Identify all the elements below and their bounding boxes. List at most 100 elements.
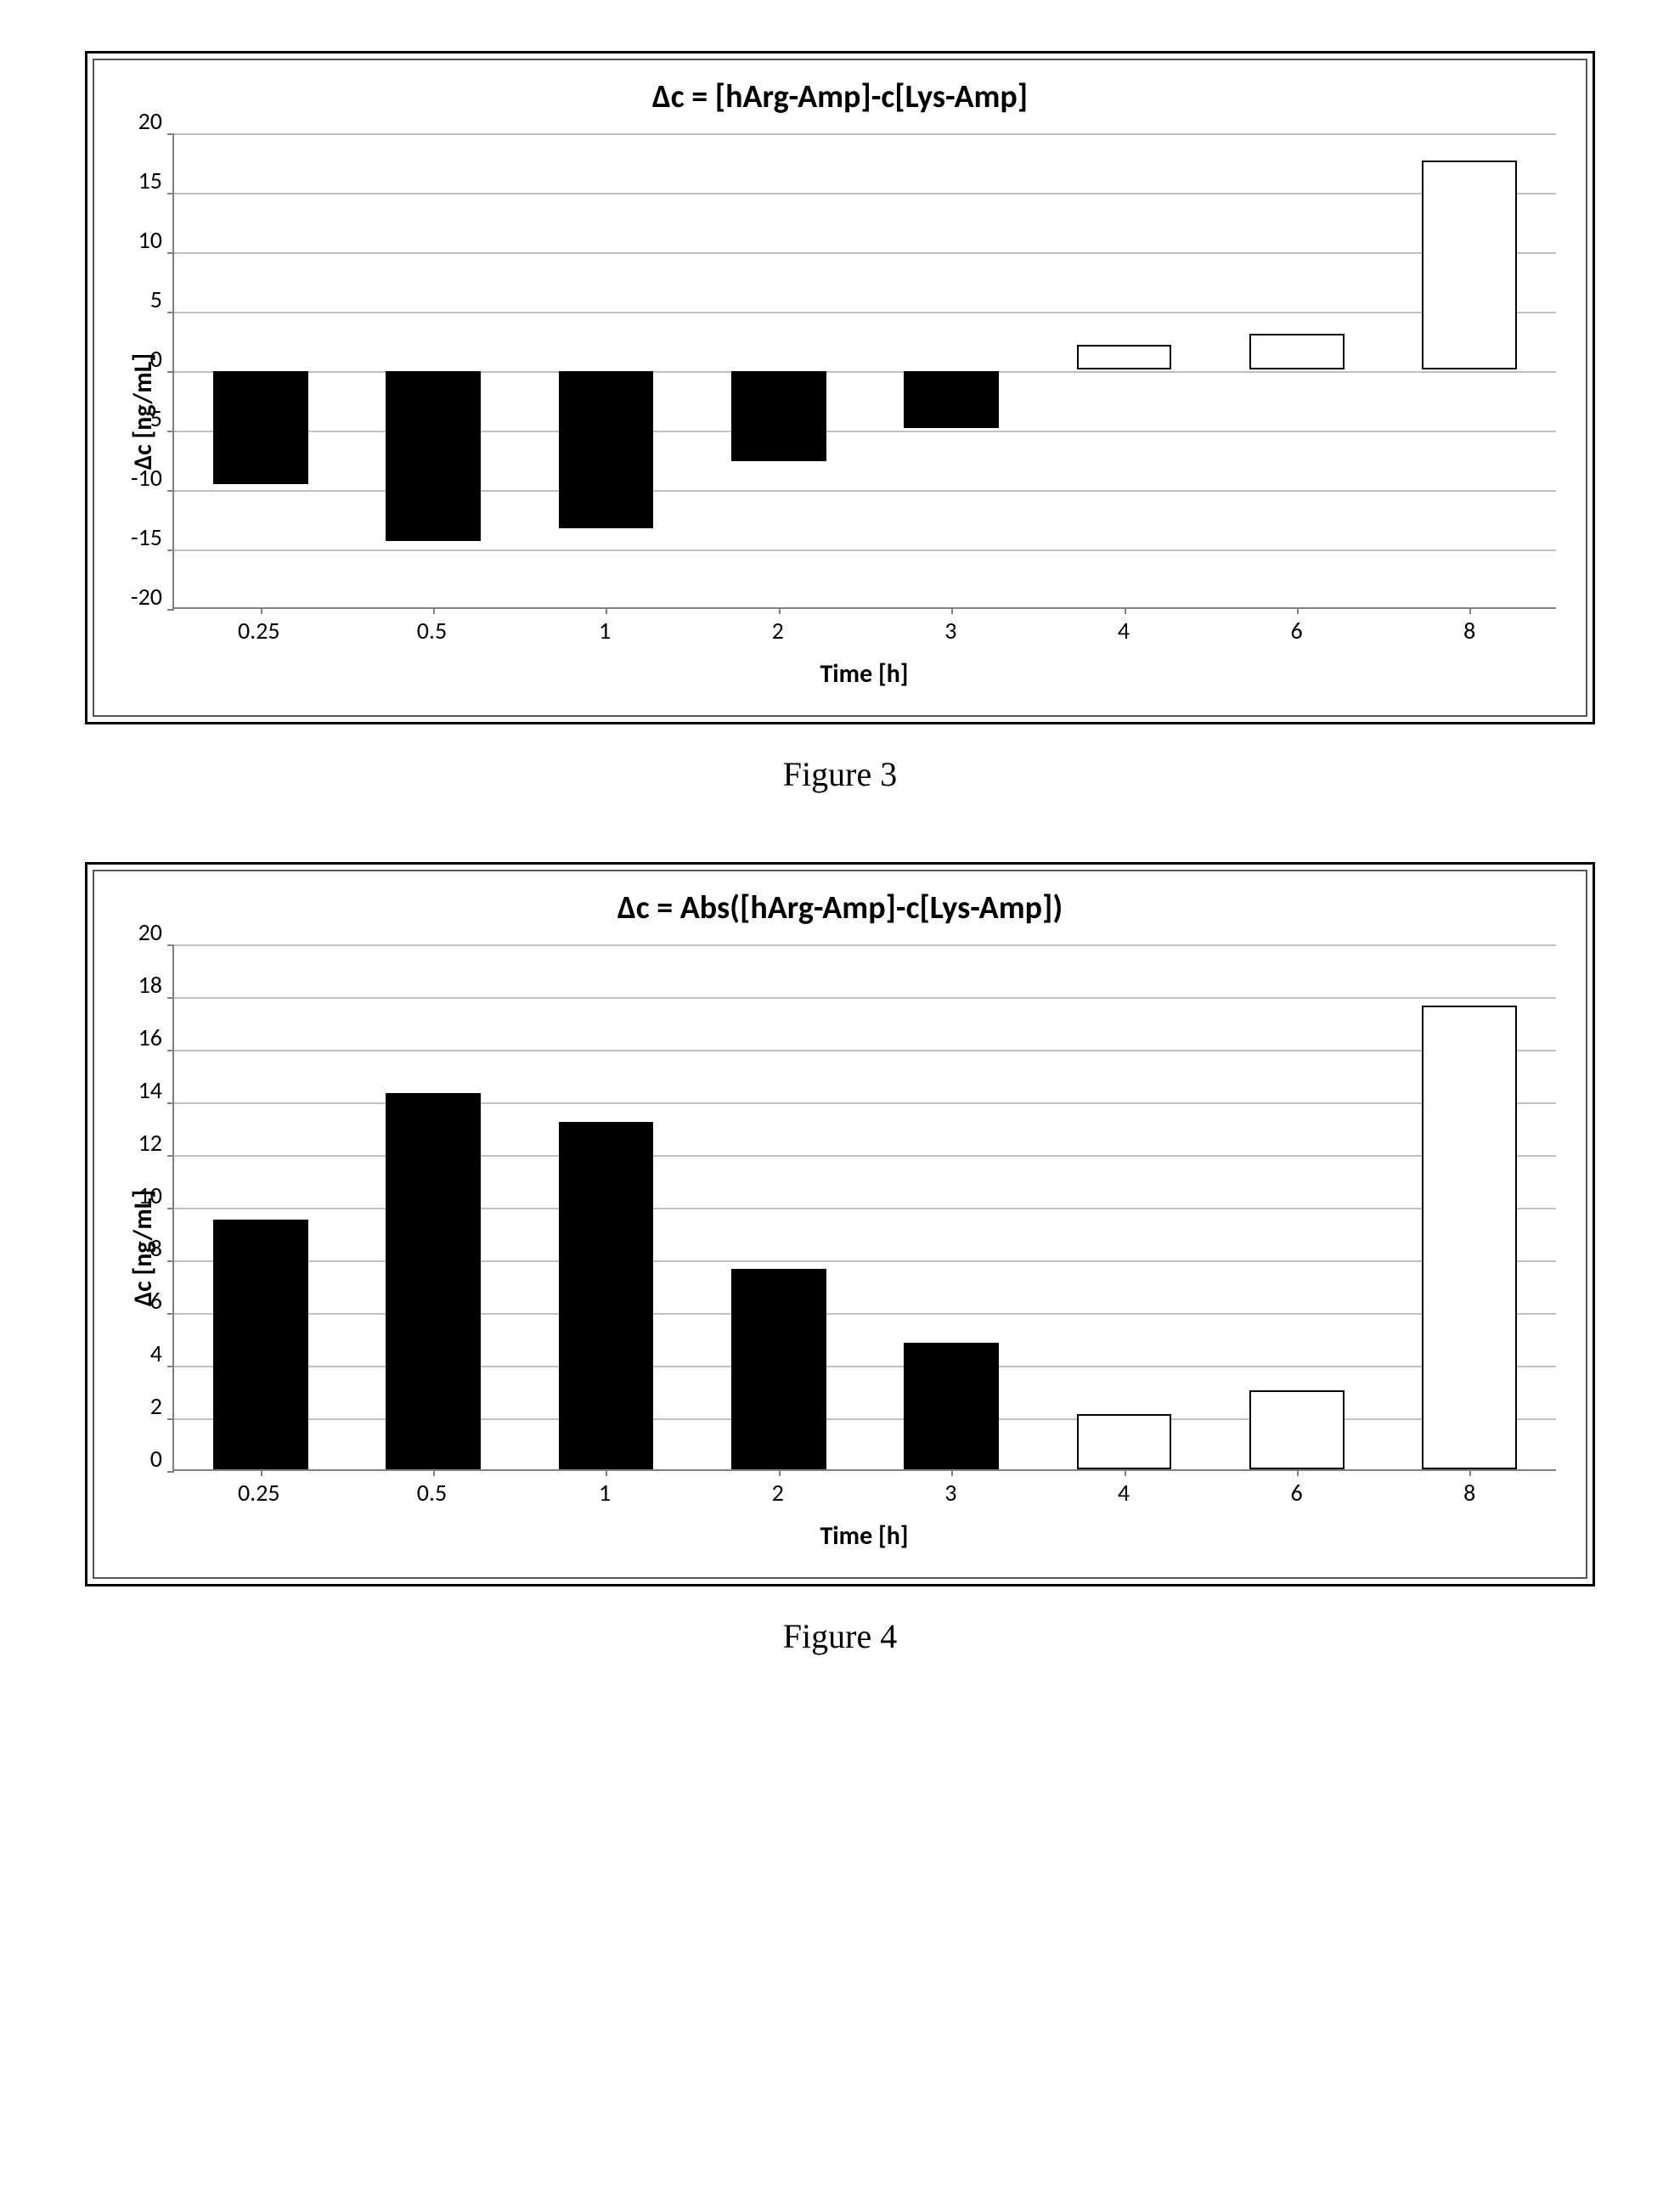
ytick-mark xyxy=(167,1418,174,1420)
bar xyxy=(904,1343,999,1469)
figure-3-block: Δc = [hArg-Amp]-c[Lys-Amp] Δc [ng/mL] 20… xyxy=(85,51,1595,794)
figure-4-plot-wrap: 0.25 0.5 1 2 3 4 6 8 Time [h] xyxy=(172,944,1556,1552)
xtick-label: 0.25 xyxy=(238,1478,280,1508)
ytick-mark xyxy=(167,312,174,313)
figure-3-outer-frame: Δc = [hArg-Amp]-c[Lys-Amp] Δc [ng/mL] 20… xyxy=(85,51,1595,724)
ytick-mark xyxy=(167,609,174,611)
ytick-mark xyxy=(167,1155,174,1157)
gridline xyxy=(174,490,1556,492)
xtick-mark xyxy=(1469,607,1471,614)
bar xyxy=(1422,1006,1517,1469)
xtick-mark xyxy=(951,1469,953,1476)
xtick-mark xyxy=(1125,1469,1126,1476)
gridline xyxy=(174,1418,1556,1420)
xtick-mark xyxy=(606,607,607,614)
bar xyxy=(559,1122,654,1469)
figure-3-plot-area xyxy=(172,133,1556,609)
ytick-mark xyxy=(167,944,174,946)
gridline xyxy=(174,1260,1556,1262)
figure-4-chart-body: Δc [ng/mL] 20181614121086420 0.250.51234… xyxy=(124,944,1556,1552)
xtick-mark xyxy=(433,607,435,614)
ytick-mark xyxy=(167,1471,174,1473)
xtick-label: 4 xyxy=(1118,1478,1130,1508)
figure-3-chart-body: Δc [ng/mL] 20151050-5-10-15-20 0.250.512… xyxy=(124,133,1556,690)
ytick-mark xyxy=(167,1102,174,1104)
figure-4-caption: Figure 4 xyxy=(85,1616,1595,1656)
figure-3-xaxis-title: Time [h] xyxy=(172,658,1556,690)
xtick-label: 1 xyxy=(599,616,611,645)
gridline xyxy=(174,1102,1556,1104)
gridline xyxy=(174,312,1556,313)
xtick-mark xyxy=(261,1469,262,1476)
xtick-mark xyxy=(779,1469,781,1476)
figure-3-title: Δc = [hArg-Amp]-c[Lys-Amp] xyxy=(124,77,1556,116)
xtick-mark xyxy=(433,1469,435,1476)
figure-4-title: Δc = Abs([hArg-Amp]-c[Lys-Amp]) xyxy=(124,888,1556,927)
xtick-mark xyxy=(779,607,781,614)
gridline xyxy=(174,371,1556,373)
bar xyxy=(731,371,826,461)
xtick-label: 3 xyxy=(944,1478,956,1508)
xtick-mark xyxy=(606,1469,607,1476)
figure-3-inner-frame: Δc = [hArg-Amp]-c[Lys-Amp] Δc [ng/mL] 20… xyxy=(93,59,1587,717)
ytick-mark xyxy=(167,252,174,254)
xtick-label: 6 xyxy=(1290,1478,1302,1508)
ytick-mark xyxy=(167,1366,174,1367)
bar xyxy=(213,1220,308,1470)
xtick-label: 1 xyxy=(599,1478,611,1508)
figure-3-xaxis-row: 0.250.5123468 xyxy=(172,616,1556,650)
xtick-label: 0.5 xyxy=(417,616,447,645)
bar xyxy=(1249,334,1345,369)
xtick-label: 4 xyxy=(1118,616,1130,645)
xtick-label: 8 xyxy=(1463,1478,1475,1508)
gridline xyxy=(174,193,1556,194)
figure-4-xaxis-title: Time [h] xyxy=(172,1520,1556,1552)
gridline xyxy=(174,944,1556,946)
bar xyxy=(1077,345,1172,369)
xtick-label: 6 xyxy=(1290,616,1302,645)
ytick-mark xyxy=(167,490,174,492)
xtick-label: 2 xyxy=(772,1478,784,1508)
xtick-label: 0.5 xyxy=(417,1478,447,1508)
gridline xyxy=(174,431,1556,432)
ytick-mark xyxy=(167,1208,174,1209)
xtick-mark xyxy=(951,607,953,614)
xtick-mark xyxy=(1297,607,1299,614)
gridline xyxy=(174,1208,1556,1209)
gridline xyxy=(174,1155,1556,1157)
gridline xyxy=(174,252,1556,254)
ytick-mark xyxy=(167,371,174,373)
bar xyxy=(1422,161,1517,369)
figure-4-outer-frame: Δc = Abs([hArg-Amp]-c[Lys-Amp]) Δc [ng/m… xyxy=(85,862,1595,1587)
gridline xyxy=(174,550,1556,551)
xtick-mark xyxy=(1469,1469,1471,1476)
ytick-mark xyxy=(167,997,174,999)
bar xyxy=(1249,1390,1345,1469)
bar xyxy=(904,371,999,428)
xtick-label: 2 xyxy=(772,616,784,645)
figure-4-block: Δc = Abs([hArg-Amp]-c[Lys-Amp]) Δc [ng/m… xyxy=(85,862,1595,1656)
bar xyxy=(213,371,308,484)
ytick-mark xyxy=(167,1313,174,1315)
ytick-mark xyxy=(167,431,174,432)
bar xyxy=(386,371,481,541)
bar xyxy=(559,371,654,528)
ytick-mark xyxy=(167,550,174,551)
xtick-mark xyxy=(261,607,262,614)
figure-3-plot-wrap: 0.250.5123468 Time [h] xyxy=(172,133,1556,690)
gridline xyxy=(174,1313,1556,1315)
gridline xyxy=(174,1366,1556,1367)
bar xyxy=(386,1093,481,1469)
figure-4-plot-area xyxy=(172,944,1556,1471)
gridline xyxy=(174,997,1556,999)
figure-3-caption: Figure 3 xyxy=(85,754,1595,794)
ytick-mark xyxy=(167,133,174,135)
ytick-mark xyxy=(167,193,174,194)
xtick-mark xyxy=(1297,1469,1299,1476)
bar xyxy=(731,1269,826,1469)
gridline xyxy=(174,133,1556,135)
xtick-mark xyxy=(1125,607,1126,614)
figure-4-inner-frame: Δc = Abs([hArg-Amp]-c[Lys-Amp]) Δc [ng/m… xyxy=(93,870,1587,1579)
xtick-label: 0.25 xyxy=(238,616,280,645)
ytick-mark xyxy=(167,1050,174,1051)
